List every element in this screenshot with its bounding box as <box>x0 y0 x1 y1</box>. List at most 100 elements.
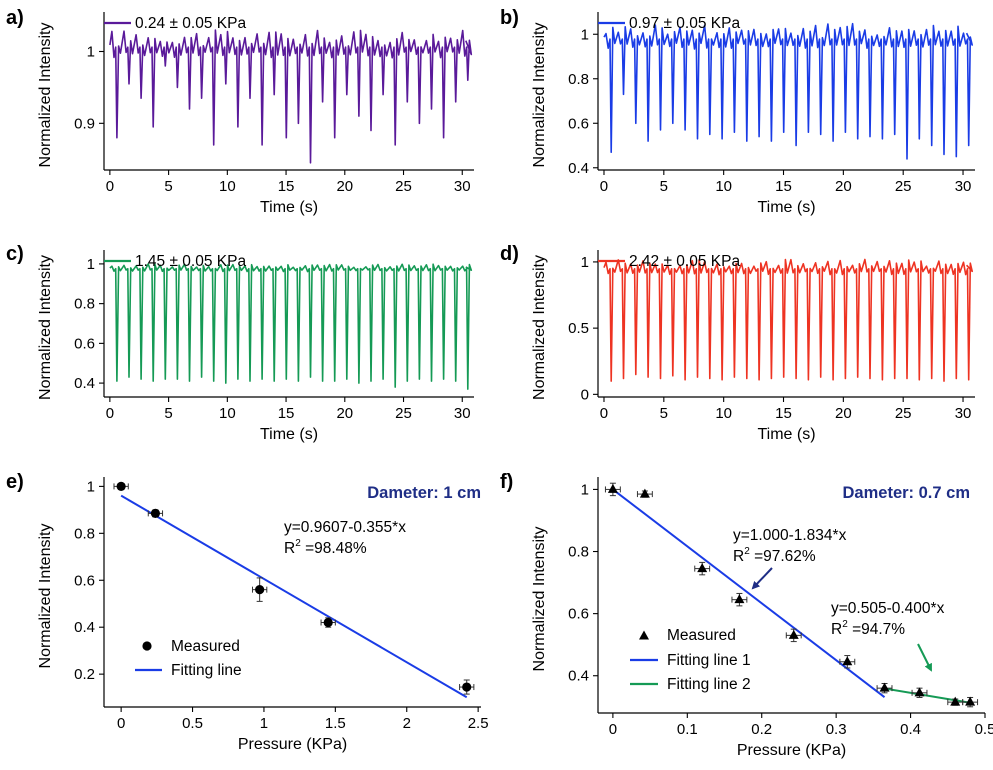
y-tick-label: 0.5 <box>568 320 589 337</box>
x-tick-label: 10 <box>219 405 236 422</box>
panel-label: d) <box>500 243 519 265</box>
legend-label: 0.97 ± 0.05 KPa <box>629 15 740 32</box>
x-tick-label: 0.3 <box>826 721 847 738</box>
y-tick-label: 0.8 <box>568 71 589 88</box>
panel-1: b) 0 5 10 15 20 25 30 0.4 0.6 0.8 1 Time (s) Normaliz… <box>500 7 975 216</box>
legend-label: Measured <box>667 627 736 644</box>
y-tick-label: 0.8 <box>74 296 95 313</box>
fit-line <box>120 494 468 699</box>
y-tick-label: 0.9 <box>74 115 95 132</box>
panel-label: c) <box>6 243 24 265</box>
series-line <box>603 258 973 382</box>
x-tick-label: 0 <box>106 178 114 195</box>
panel-label: f) <box>500 471 513 493</box>
legend-label: 0.24 ± 0.05 KPa <box>135 15 246 32</box>
y-tick-label: 0.4 <box>74 619 95 636</box>
panel-5: f) 0 0.1 0.2 0.3 0.4 0.5 0.4 0.6 0.8 1 Pressure (KP… <box>500 471 993 759</box>
x-tick-label: 25 <box>895 178 912 195</box>
panel-title: Dameter: 0.7 cm <box>843 484 970 502</box>
x-axis-label: Time (s) <box>757 199 815 216</box>
y-tick-label: 0.4 <box>74 375 95 392</box>
x-axis-label: Pressure (KPa) <box>737 742 846 759</box>
x-tick-label: 15 <box>278 405 295 422</box>
x-tick-label: 30 <box>454 178 471 195</box>
data-point <box>950 696 961 706</box>
panel-title: Dameter: 1 cm <box>367 484 481 502</box>
y-tick-label: 1 <box>581 254 589 271</box>
y-tick-label: 0.6 <box>74 572 95 589</box>
y-tick-label: 1 <box>87 44 95 61</box>
data-point <box>323 617 333 628</box>
x-tick-label: 10 <box>715 405 732 422</box>
annotation-arrow <box>751 567 773 590</box>
x-tick-label: 2.5 <box>468 715 489 732</box>
x-tick-label: 25 <box>895 405 912 422</box>
data-point <box>255 585 265 595</box>
x-tick-label: 30 <box>955 405 972 422</box>
panel-label: a) <box>6 7 24 29</box>
y-tick-label: 1 <box>87 256 95 273</box>
data-point <box>639 630 649 640</box>
panel-label: e) <box>6 471 24 493</box>
legend-label: Fitting line 1 <box>667 652 751 669</box>
data-point <box>734 594 745 604</box>
series-line <box>603 22 973 160</box>
x-tick-label: 25 <box>395 178 412 195</box>
x-tick-label: 0.1 <box>677 721 698 738</box>
x-tick-label: 0.2 <box>751 721 772 738</box>
x-tick-label: 30 <box>454 405 471 422</box>
y-tick-label: 1 <box>581 26 589 43</box>
y-tick-label: 1 <box>87 478 95 495</box>
data-point <box>462 682 472 692</box>
r-squared-label: R2 =97.62% <box>733 546 816 565</box>
x-tick-label: 0.4 <box>900 721 921 738</box>
x-tick-label: 20 <box>336 405 353 422</box>
panel-label: b) <box>500 7 519 29</box>
data-point <box>879 682 890 692</box>
legend-label: 2.42 ± 0.05 KPa <box>629 253 740 270</box>
data-point <box>965 696 976 706</box>
data-point <box>788 629 799 639</box>
y-tick-label: 0.4 <box>568 668 589 685</box>
x-tick-label: 1.5 <box>325 715 346 732</box>
x-tick-label: 5 <box>660 405 668 422</box>
x-tick-label: 0.5 <box>182 715 203 732</box>
fit-equation-1: y=1.000-1.834*x <box>733 527 847 544</box>
x-tick-label: 15 <box>775 405 792 422</box>
y-axis-label: Normalized Intensity <box>37 524 54 669</box>
y-axis-label: Normalized Intensity <box>531 527 548 672</box>
y-tick-label: 1 <box>581 481 589 498</box>
legend-label: Fitting line <box>171 662 242 679</box>
x-tick-label: 15 <box>775 178 792 195</box>
r-squared-label: R2 =98.48% <box>284 538 367 557</box>
x-tick-label: 0.5 <box>975 721 993 738</box>
y-axis-label: Normalized Intensity <box>531 255 548 400</box>
fit-line-1 <box>612 488 886 698</box>
x-tick-label: 0 <box>106 405 114 422</box>
fit-equation: y=0.9607-0.355*x <box>284 519 406 536</box>
x-tick-label: 30 <box>955 178 972 195</box>
x-tick-label: 25 <box>395 405 412 422</box>
x-tick-label: 0 <box>117 715 125 732</box>
data-point <box>639 488 650 498</box>
y-tick-label: 0.6 <box>568 606 589 623</box>
x-tick-label: 15 <box>278 178 295 195</box>
x-axis-label: Pressure (KPa) <box>238 736 347 753</box>
y-axis-label: Normalized Intensity <box>37 23 54 168</box>
data-point <box>842 656 853 666</box>
r-squared-label: R2 =94.7% <box>831 619 905 638</box>
y-axis-label: Normalized Intensity <box>37 255 54 400</box>
y-axis-label: Normalized Intensity <box>531 23 548 168</box>
y-tick-label: 0.8 <box>74 525 95 542</box>
x-tick-label: 5 <box>164 178 172 195</box>
y-tick-label: 0.8 <box>568 544 589 561</box>
x-tick-label: 2 <box>403 715 411 732</box>
y-tick-label: 0.6 <box>568 115 589 132</box>
data-point <box>116 481 126 491</box>
x-axis-label: Time (s) <box>260 199 318 216</box>
x-tick-label: 5 <box>164 405 172 422</box>
panel-2: c) 0 5 10 15 20 25 30 0.4 0.6 0.8 1 Time (s) Normaliz… <box>6 243 474 443</box>
x-tick-label: 10 <box>715 178 732 195</box>
legend-label: 1.45 ± 0.05 KPa <box>135 253 246 270</box>
